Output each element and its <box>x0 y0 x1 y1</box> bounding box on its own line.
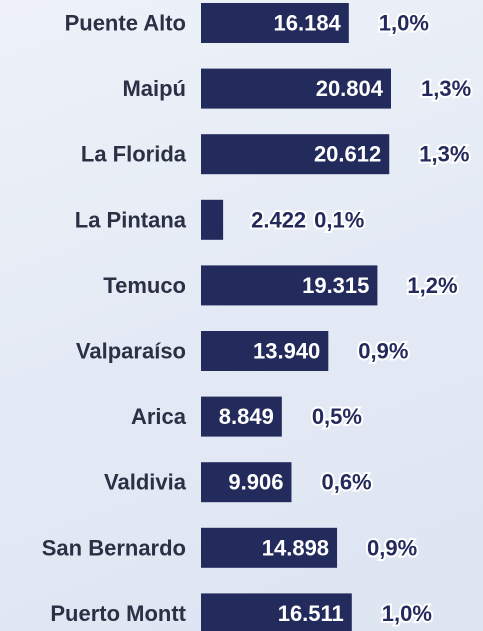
share-label: 0,1% <box>314 207 364 232</box>
category-label: Temuco <box>103 273 186 298</box>
value-label: 13.940 <box>253 339 320 364</box>
share-label: 0,9% <box>358 339 408 364</box>
category-label: San Bernardo <box>42 535 186 560</box>
value-label: 20.612 <box>314 142 381 167</box>
category-label: La Pintana <box>75 207 187 232</box>
bar <box>201 527 338 568</box>
bar <box>201 68 391 109</box>
category-label: Puerto Montt <box>50 601 186 626</box>
share-label: 0,9% <box>367 535 417 560</box>
value-label: 14.898 <box>262 535 329 560</box>
bar <box>201 134 390 175</box>
bar <box>201 331 329 371</box>
value-label: 16.511 <box>278 601 344 626</box>
share-label: 1,3% <box>421 76 471 101</box>
bar <box>201 199 224 240</box>
category-label: Maipú <box>122 76 186 101</box>
share-label: 0,6% <box>321 470 371 495</box>
share-label: 1,3% <box>419 142 469 167</box>
category-label: Arica <box>131 404 187 429</box>
bar <box>201 396 282 437</box>
share-label: 1,2% <box>407 273 457 298</box>
category-label: La Florida <box>81 142 187 167</box>
bar <box>201 593 352 631</box>
share-label: 0,5% <box>312 404 362 429</box>
value-label: 9.906 <box>228 470 283 495</box>
value-label: 16.184 <box>274 11 342 36</box>
bar <box>201 3 349 43</box>
category-label: Valparaíso <box>76 339 186 364</box>
category-label: Valdivia <box>104 470 187 495</box>
share-label: 1,0% <box>382 601 432 626</box>
value-label: 2.422 <box>251 207 306 232</box>
value-label: 19.315 <box>302 273 369 298</box>
value-label: 8.849 <box>219 404 274 429</box>
share-label: 1,0% <box>379 11 429 36</box>
bar <box>201 265 378 306</box>
value-label: 20.804 <box>316 76 384 101</box>
category-label: Puente Alto <box>65 11 186 36</box>
bar <box>201 462 292 503</box>
